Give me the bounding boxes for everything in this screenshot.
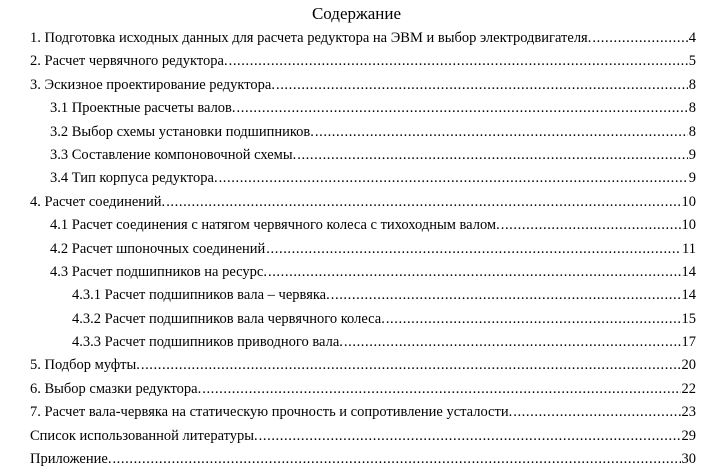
toc-leader-dots: ........................................… <box>343 334 681 351</box>
toc-entry[interactable]: 3.1 Проектные расчеты валов. ...........… <box>0 97 713 120</box>
toc-leader-dots: ........................................… <box>314 123 688 140</box>
toc-entry-label: 1. Подготовка исходных данных для расчет… <box>30 30 592 46</box>
toc-page-number: 4 <box>688 30 696 46</box>
toc-leader-dots: ........................................… <box>140 357 681 374</box>
toc-entry[interactable]: 4.3 Расчет подшипников на ресурс. ......… <box>0 261 713 284</box>
toc-page-number: 8 <box>688 123 696 140</box>
toc-leader-dots: ........................................… <box>297 146 688 163</box>
toc-entry[interactable]: 3.4 Тип корпуса редуктора. .............… <box>0 167 713 190</box>
toc-entry[interactable]: 4.3.1 Расчет подшипников вала – червяка.… <box>0 284 713 307</box>
toc-leader-dots: ........................................… <box>275 76 688 93</box>
toc-entry-label: 2. Расчет червячного редуктора. <box>30 53 228 70</box>
toc-entry[interactable]: 6. Выбор смазки редуктора. .............… <box>0 378 713 401</box>
toc-entry[interactable]: 3. Эскизное проектирование редуктора. ..… <box>0 74 713 97</box>
toc-entry-label: 4.1 Расчет соединения с натягом червячно… <box>50 217 500 234</box>
toc-entry-label: 3.4 Тип корпуса редуктора. <box>50 170 218 187</box>
toc-page-number: 30 <box>681 451 697 468</box>
toc-leader-dots: ........................................… <box>202 380 680 397</box>
toc-entry[interactable]: 2. Расчет червячного редуктора. ........… <box>0 50 713 73</box>
toc-page-number: 15 <box>681 310 697 327</box>
toc-entry[interactable]: 1. Подготовка исходных данных для расчет… <box>0 27 713 50</box>
toc-entry[interactable]: 7. Расчет вала-червяка на статическую пр… <box>0 401 713 424</box>
toc-entry[interactable]: Список использованной литературы. ......… <box>0 425 713 448</box>
toc-page-number: 22 <box>681 380 697 397</box>
toc-entry-label: Приложение. <box>30 451 112 468</box>
toc-page-number: 14 <box>681 263 697 280</box>
toc-page-number: 8 <box>688 100 696 117</box>
toc-page-number: 20 <box>681 357 697 374</box>
toc-entry[interactable]: 3.3 Составление компоновочной схемы. ...… <box>0 144 713 167</box>
toc-leader-dots: ........................................… <box>112 451 680 468</box>
toc-page-number: 8 <box>688 76 696 93</box>
toc-entry-label: 6. Выбор смазки редуктора. <box>30 380 202 397</box>
toc-page-number: 5 <box>688 53 696 70</box>
toc-page-number: 10 <box>681 193 697 210</box>
toc-leader-dots: ........................................… <box>592 30 687 46</box>
page-title: Содержание <box>311 4 402 23</box>
toc-leader-dots: ........................................… <box>267 263 681 280</box>
toc-entry-label: 3. Эскизное проектирование редуктора. <box>30 76 275 93</box>
toc-entry-label: 5. Подбор муфты. <box>30 357 140 374</box>
toc-page-number: 17 <box>681 334 697 351</box>
toc-entry-label: 7. Расчет вала-червяка на статическую пр… <box>30 404 513 421</box>
toc-page-number: 9 <box>688 146 696 163</box>
toc-entry-label: 4.2 Расчет шпоночных соединений <box>50 240 266 257</box>
toc-entry[interactable]: 4.2 Расчет шпоночных соединений ........… <box>0 238 713 261</box>
toc-entry-label: 4. Расчет соединений. <box>30 193 166 210</box>
toc-entry-label: Список использованной литературы. <box>30 427 258 444</box>
toc-leader-dots: ........................................… <box>513 404 680 421</box>
toc-page-number: 23 <box>681 404 697 421</box>
toc-entry-label: 3.1 Проектные расчеты валов. <box>50 100 236 117</box>
toc-entry[interactable]: Приложение. ............................… <box>0 448 713 471</box>
toc-leader-dots: ........................................… <box>266 240 681 257</box>
toc-page-number: 10 <box>681 217 697 234</box>
toc-entry-label: 4.3.2 Расчет подшипников вала червячного… <box>72 310 385 327</box>
toc-leader-dots: ........................................… <box>228 53 688 70</box>
toc-leader-dots: ........................................… <box>330 287 681 304</box>
toc-leader-dots: ........................................… <box>236 100 688 117</box>
toc-leader-dots: ........................................… <box>500 217 681 234</box>
toc-entry[interactable]: 4.3.3 Расчет подшипников приводного вала… <box>0 331 713 354</box>
toc-entry[interactable]: 3.2 Выбор схемы установки подшипников. .… <box>0 121 713 144</box>
toc-list: 1. Подготовка исходных данных для расчет… <box>0 27 713 471</box>
toc-page-number: 14 <box>681 287 697 304</box>
toc-leader-dots: ........................................… <box>258 427 681 444</box>
toc-entry-label: 4.3.3 Расчет подшипников приводного вала… <box>72 334 343 351</box>
toc-entry-label: 4.3.1 Расчет подшипников вала – червяка. <box>72 287 330 304</box>
toc-page-number: 29 <box>681 427 697 444</box>
toc-entry[interactable]: 4.3.2 Расчет подшипников вала червячного… <box>0 308 713 331</box>
toc-entry[interactable]: 5. Подбор муфты. .......................… <box>0 354 713 377</box>
toc-leader-dots: ........................................… <box>166 193 680 210</box>
toc-entry-label: 4.3 Расчет подшипников на ресурс. <box>50 263 267 280</box>
toc-entry-label: 3.3 Составление компоновочной схемы. <box>50 146 297 163</box>
toc-entry[interactable]: 4.1 Расчет соединения с натягом червячно… <box>0 214 713 237</box>
toc-page-number: 9 <box>688 170 696 187</box>
toc-leader-dots: ........................................… <box>385 310 681 327</box>
toc-entry[interactable]: 4. Расчет соединений. ..................… <box>0 191 713 214</box>
toc-page-number: 11 <box>682 240 696 257</box>
toc-entry-label: 3.2 Выбор схемы установки подшипников. <box>50 123 314 140</box>
toc-leader-dots: ........................................… <box>218 170 688 187</box>
